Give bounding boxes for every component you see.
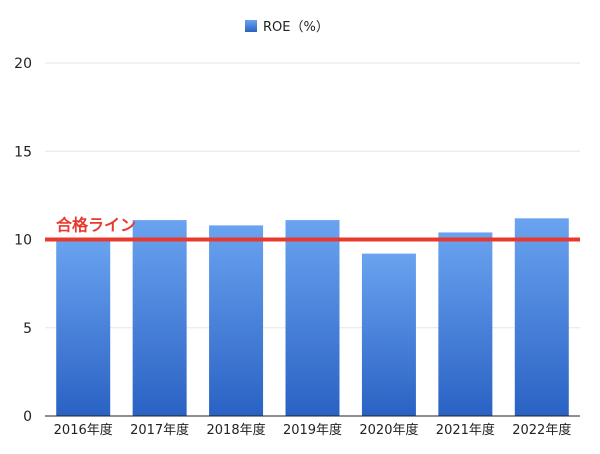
- bar: [56, 239, 111, 416]
- x-tick-label: 2020年度: [359, 422, 418, 438]
- bar: [132, 220, 187, 416]
- y-axis-ticks: 0 5 10 15 20: [14, 56, 32, 425]
- legend: ROE（%）: [245, 20, 329, 35]
- x-tick-label: 2018年度: [207, 422, 266, 438]
- legend-swatch: [245, 20, 257, 32]
- bar: [209, 225, 264, 416]
- y-tick-label: 15: [14, 144, 32, 160]
- x-tick-label: 2016年度: [54, 422, 113, 438]
- x-axis-labels: 2016年度 2017年度 2018年度 2019年度 2020年度 2021年度 2022…: [54, 422, 572, 438]
- x-tick-label: 2019年度: [283, 422, 342, 438]
- y-tick-label: 10: [14, 233, 32, 249]
- bar: [361, 253, 416, 416]
- y-tick-label: 20: [14, 56, 32, 72]
- reference-line-group: 合格ライン: [45, 216, 580, 242]
- y-tick-label: 5: [23, 321, 32, 337]
- reference-line-label: 合格ライン: [56, 216, 136, 235]
- x-tick-label: 2017年度: [130, 422, 189, 438]
- bars: [56, 218, 569, 416]
- bar: [285, 220, 340, 416]
- x-tick-label: 2021年度: [436, 422, 495, 438]
- bar: [438, 232, 493, 416]
- x-tick-label: 2022年度: [512, 422, 571, 438]
- bar: [514, 218, 569, 416]
- y-tick-label: 0: [23, 409, 32, 425]
- legend-label: ROE（%）: [263, 20, 329, 35]
